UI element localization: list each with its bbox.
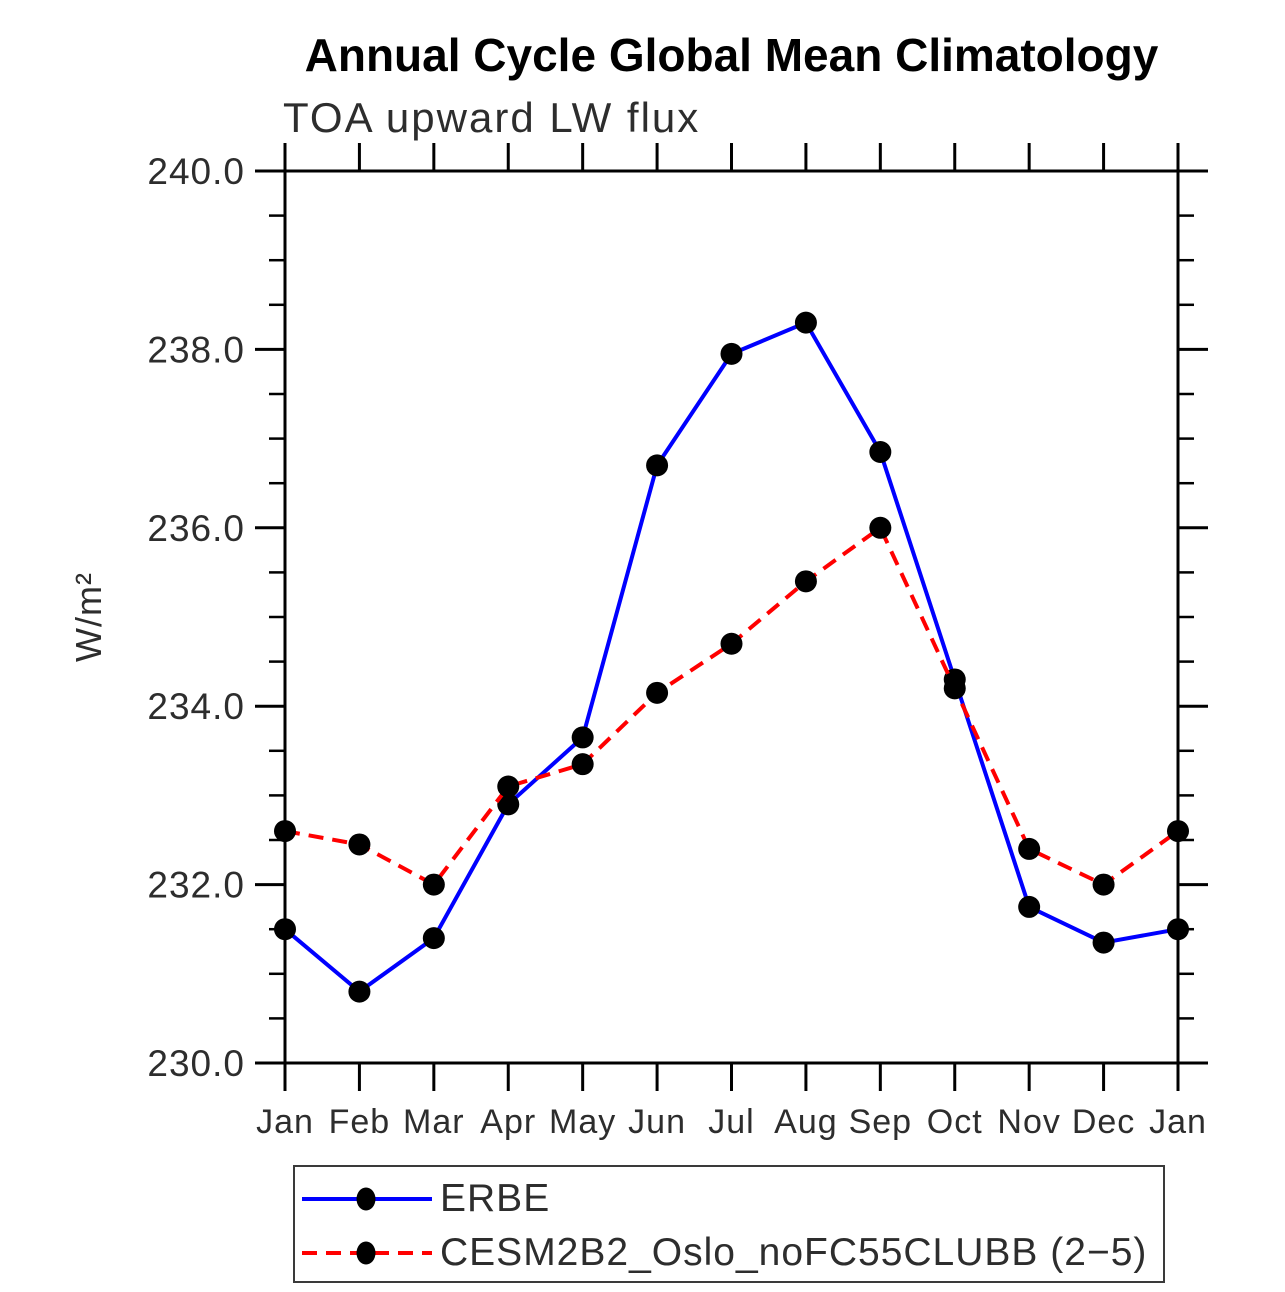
x-tick-label: Jan — [1149, 1103, 1207, 1141]
x-tick-label: Jul — [708, 1103, 754, 1141]
data-point — [869, 440, 892, 463]
x-tick-label: Jun — [628, 1103, 686, 1141]
data-point — [1167, 820, 1189, 843]
y-tick-label: 236.0 — [147, 508, 245, 549]
data-point — [497, 775, 520, 798]
series-line-0 — [283, 320, 1179, 995]
x-tick-label: Mar — [403, 1103, 465, 1141]
data-point — [1018, 837, 1041, 860]
data-point — [794, 311, 817, 334]
legend-label: CESM2B2_Oslo_noFC55CLUBB (2−5) — [440, 1231, 1148, 1274]
data-point — [1018, 895, 1041, 918]
chart-title: Annual Cycle Global Mean Climatology — [304, 29, 1159, 81]
x-tick-label: Aug — [774, 1103, 838, 1141]
plot-frame — [283, 169, 1180, 1065]
data-point — [720, 342, 743, 365]
x-tick-label: Dec — [1072, 1103, 1135, 1141]
y-tick-label: 240.0 — [147, 151, 245, 192]
data-point — [348, 980, 371, 1003]
y-tick-label: 234.0 — [147, 686, 245, 727]
x-tick-label: Nov — [997, 1103, 1060, 1141]
y-tick-label: 230.0 — [147, 1043, 245, 1084]
data-point — [943, 677, 966, 700]
y-tick-label: 232.0 — [147, 865, 245, 906]
data-point — [1167, 918, 1189, 941]
chart-subtitle: TOA upward LW flux — [283, 94, 701, 141]
data-point — [571, 726, 594, 749]
x-tick-label: Apr — [480, 1103, 536, 1141]
data-point — [794, 570, 817, 593]
data-point — [571, 753, 594, 776]
data-point — [1092, 873, 1115, 896]
data-point — [646, 454, 669, 477]
x-tick-label: Sep — [849, 1103, 913, 1141]
legend-line-sample-icon — [302, 1187, 432, 1211]
y-tick-label: 238.0 — [147, 329, 245, 370]
data-point — [274, 918, 296, 941]
data-point — [720, 632, 743, 655]
data-point — [422, 927, 445, 950]
y-axis-label: W/m² — [68, 572, 109, 662]
data-point — [497, 793, 520, 816]
legend-label: ERBE — [440, 1177, 551, 1220]
legend: ERBE CESM2B2_Oslo_noFC55CLUBB (2−5) — [293, 1165, 1165, 1283]
x-tick-label: Oct — [927, 1103, 983, 1141]
legend-item-erbe: ERBE — [300, 1173, 550, 1225]
data-point — [422, 873, 445, 896]
legend-marker-icon — [356, 1187, 376, 1211]
x-tick-label: May — [549, 1103, 616, 1141]
legend-item-cesm: CESM2B2_Oslo_noFC55CLUBB (2−5) — [300, 1227, 1147, 1279]
legend-line-sample-icon — [302, 1241, 432, 1265]
x-tick-label: Feb — [329, 1103, 391, 1141]
series-line-1 — [284, 524, 1180, 888]
data-point — [274, 820, 296, 843]
legend-marker-icon — [356, 1241, 376, 1265]
x-tick-label: Jan — [256, 1103, 314, 1141]
data-point — [1092, 931, 1115, 954]
data-point — [869, 516, 892, 539]
data-point — [348, 833, 371, 856]
data-point — [646, 681, 669, 704]
